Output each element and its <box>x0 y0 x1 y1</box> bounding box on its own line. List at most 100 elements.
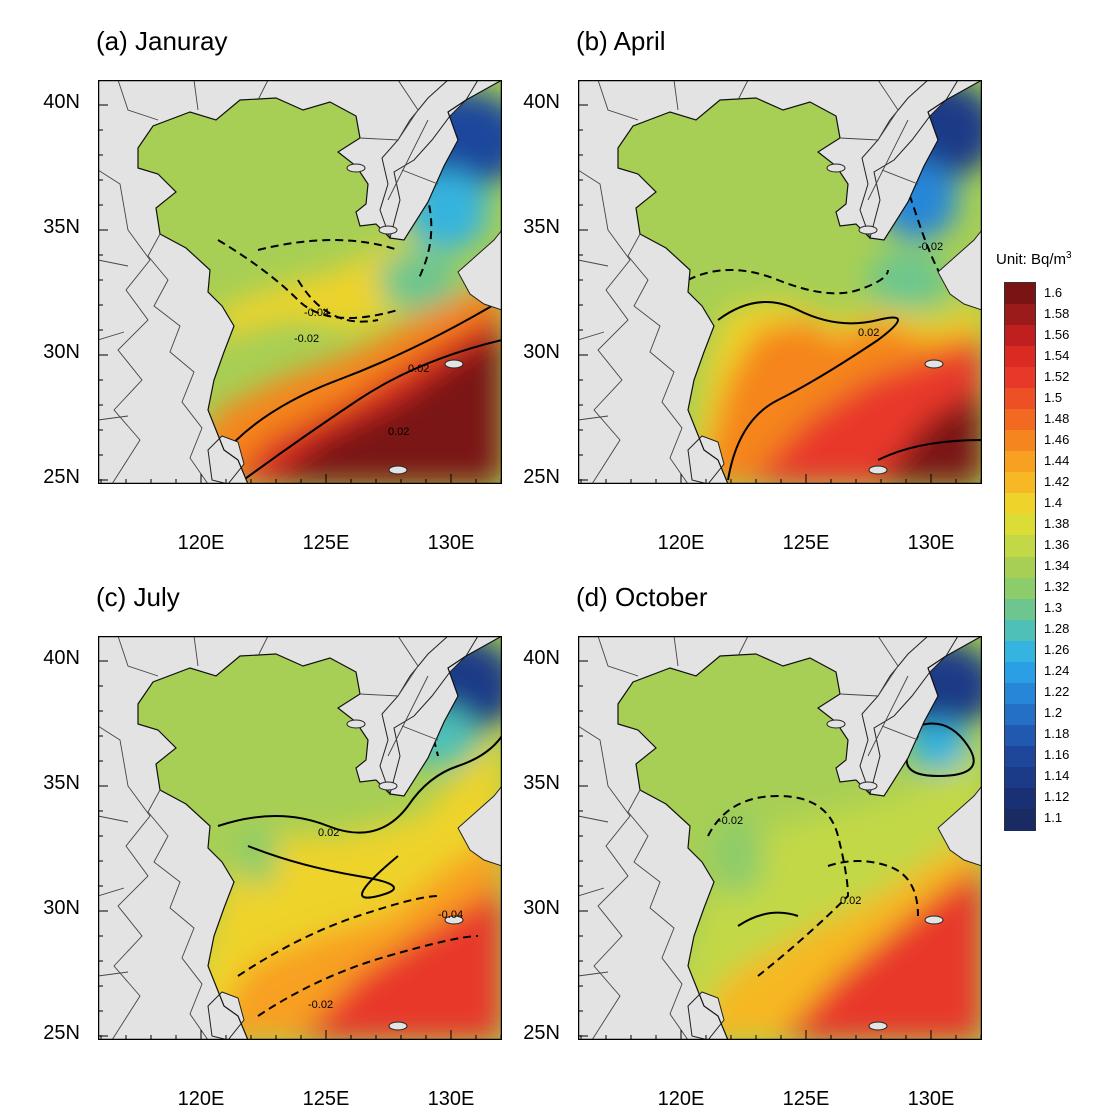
panel-title-a: (a) Januray <box>96 26 228 56</box>
colorbar-tick-label: 1.3 <box>1044 600 1063 616</box>
lat-label-40n: 40N <box>523 647 560 669</box>
lat-label-30n: 30N <box>523 341 560 363</box>
contour-label: 0.02 <box>858 327 879 339</box>
lon-label-125e: 125E <box>302 1088 350 1110</box>
landmass <box>379 80 479 240</box>
contour-negative <box>707 794 850 977</box>
contour-label: -0.04 <box>438 909 463 921</box>
province-border <box>597 636 749 677</box>
map-panel-c: 0.02 -0.04 -0.02 <box>98 636 502 1040</box>
colorbar-tick-label: 1.22 <box>1044 684 1070 700</box>
colorbar-tick-label: 1.52 <box>1044 368 1070 384</box>
contour-positive <box>877 439 982 461</box>
lat-label-40n: 40N <box>43 91 80 113</box>
lat-label-35n: 35N <box>523 772 560 794</box>
lat-label-40n: 40N <box>523 91 560 113</box>
island <box>858 225 878 235</box>
landmass <box>687 435 725 484</box>
landmass <box>937 229 982 311</box>
lon-label-125e: 125E <box>782 1088 830 1110</box>
contour-positive <box>717 301 899 481</box>
lat-label-25n: 25N <box>523 466 560 488</box>
province-border <box>359 636 439 757</box>
landmass <box>457 785 502 867</box>
colorbar-tick-label: 1.6 <box>1044 284 1063 300</box>
island <box>346 163 366 173</box>
concentration-region <box>298 886 502 1040</box>
landmass <box>687 991 725 1040</box>
lat-label-35n: 35N <box>43 216 80 238</box>
lat-label-30n: 30N <box>43 341 80 363</box>
contour-label: -0.04 <box>304 307 329 319</box>
contour-negative <box>257 239 399 251</box>
island <box>444 915 464 925</box>
coastline <box>617 636 982 1040</box>
landmass <box>859 636 959 796</box>
lon-label-125e: 125E <box>302 532 350 554</box>
coastline <box>137 636 502 1040</box>
contour-negative <box>827 860 919 917</box>
contour-positive <box>247 845 399 899</box>
province-border <box>578 815 609 977</box>
contour-positive <box>737 911 799 927</box>
concentration-region <box>713 816 763 896</box>
colorbar <box>1004 282 1036 831</box>
lon-label-125e: 125E <box>782 532 830 554</box>
lat-label-25n: 25N <box>43 1022 80 1044</box>
map-svg-c: 0.02 -0.04 -0.02 <box>98 636 502 1040</box>
colorbar-segment <box>1005 493 1035 515</box>
colorbar-tick-label: 1.4 <box>1044 494 1063 510</box>
coastline <box>617 80 982 484</box>
contour-label: 0.02 <box>408 363 429 375</box>
colorbar-segment <box>1005 409 1035 431</box>
contour-label: 0.02 <box>388 426 409 438</box>
map-svg-a: 0.02 0.02 -0.02 -0.04 <box>98 80 502 484</box>
lon-label-120e: 120E <box>177 532 225 554</box>
lat-label-25n: 25N <box>523 1022 560 1044</box>
colorbar-tick-label: 1.28 <box>1044 621 1070 637</box>
lon-label-120e: 120E <box>657 1088 705 1110</box>
colorbar-tick-label: 1.42 <box>1044 473 1070 489</box>
contour-label: -0.02 <box>294 333 319 345</box>
colorbar-tick-label: 1.38 <box>1044 515 1070 531</box>
map-svg-b: 0.02 -0.02 <box>578 80 982 484</box>
map-panel-a: 0.02 0.02 -0.02 -0.04 <box>98 80 502 484</box>
landmass <box>457 229 502 311</box>
colorbar-tick-label: 1.54 <box>1044 347 1070 363</box>
island <box>444 359 464 369</box>
colorbar-segment <box>1005 619 1035 642</box>
contour-negative <box>687 269 889 295</box>
colorbar-segment <box>1005 598 1035 621</box>
province-border <box>597 80 749 121</box>
colorbar-tick-label: 1.12 <box>1044 789 1070 805</box>
province-border <box>147 233 209 484</box>
colorbar-segment <box>1005 514 1035 537</box>
landmass <box>207 435 245 484</box>
coastline <box>137 80 502 484</box>
colorbar-unit-label: Unit: Bq/m3 <box>996 250 1072 268</box>
island <box>826 163 846 173</box>
colorbar-segment <box>1005 472 1035 494</box>
colorbar-tick-label: 1.44 <box>1044 452 1070 468</box>
colorbar-segment <box>1005 325 1035 347</box>
colorbar-segment <box>1005 535 1035 558</box>
province-border <box>117 80 269 121</box>
colorbar-tick-label: 1.1 <box>1044 810 1063 826</box>
panel-title-d: (d) October <box>576 582 708 612</box>
lat-label-30n: 30N <box>523 897 560 919</box>
colorbar-tick-label: 1.24 <box>1044 663 1070 679</box>
colorbar-segment <box>1005 430 1035 452</box>
contour-label: 0.02 <box>318 827 339 839</box>
contour-positive <box>237 339 502 484</box>
landmass <box>379 636 479 796</box>
panel-title-c: (c) July <box>96 582 180 612</box>
lon-label-130e: 130E <box>907 1088 955 1110</box>
contour-negative <box>297 279 379 323</box>
province-border <box>627 789 689 1040</box>
lon-label-120e: 120E <box>657 532 705 554</box>
province-border <box>627 233 689 484</box>
province-border <box>98 259 129 421</box>
contour-label: 0.02 <box>840 895 861 907</box>
colorbar-segment <box>1005 682 1035 705</box>
map-frame-border <box>578 636 982 1040</box>
